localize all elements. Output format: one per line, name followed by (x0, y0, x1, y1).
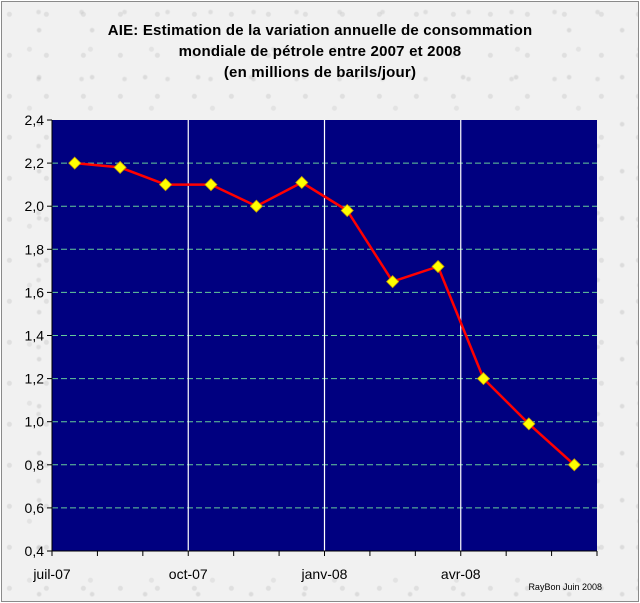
x-tick-label: avr-08 (441, 566, 481, 582)
data-point-marker (158, 178, 173, 192)
y-tick-label: 0,6 (25, 500, 45, 516)
data-point-marker (476, 372, 491, 386)
y-tick-label: 2,4 (25, 112, 45, 128)
chart-title-line-1: AIE: Estimation de la variation annuelle… (107, 22, 533, 39)
data-point-marker (295, 175, 309, 190)
data-point-marker (567, 458, 581, 472)
data-point-marker (68, 156, 82, 170)
y-tick-label: 1,8 (25, 241, 45, 257)
x-tick-label: janv-08 (301, 566, 348, 582)
data-point-marker (522, 417, 536, 431)
y-tick-label: 2,2 (25, 155, 45, 171)
data-point-marker (340, 203, 354, 218)
chart-title-line-3: (en millions de barils/jour) (223, 64, 417, 81)
x-tick-label: juil-07 (32, 566, 71, 582)
chart-title-line-2: mondiale de pétrole entre 2007 et 2008 (178, 43, 462, 60)
data-point-marker (249, 199, 263, 213)
data-point-marker (431, 259, 445, 274)
series-line (74, 161, 576, 466)
data-point-marker (113, 160, 127, 174)
y-tick-label: 1,0 (25, 414, 45, 430)
author-credit: RayBon Juin 2008 (528, 582, 602, 592)
y-tick-label: 0,4 (25, 543, 45, 559)
y-tick-label: 1,4 (25, 328, 45, 344)
x-tick-label: oct-07 (169, 566, 208, 582)
y-tick-label: 1,2 (25, 371, 45, 387)
data-point-marker (204, 178, 218, 192)
y-tick-label: 1,6 (25, 284, 45, 300)
data-point-marker (386, 275, 400, 289)
y-tick-label: 2,0 (25, 198, 45, 214)
y-tick-label: 0,8 (25, 457, 45, 473)
